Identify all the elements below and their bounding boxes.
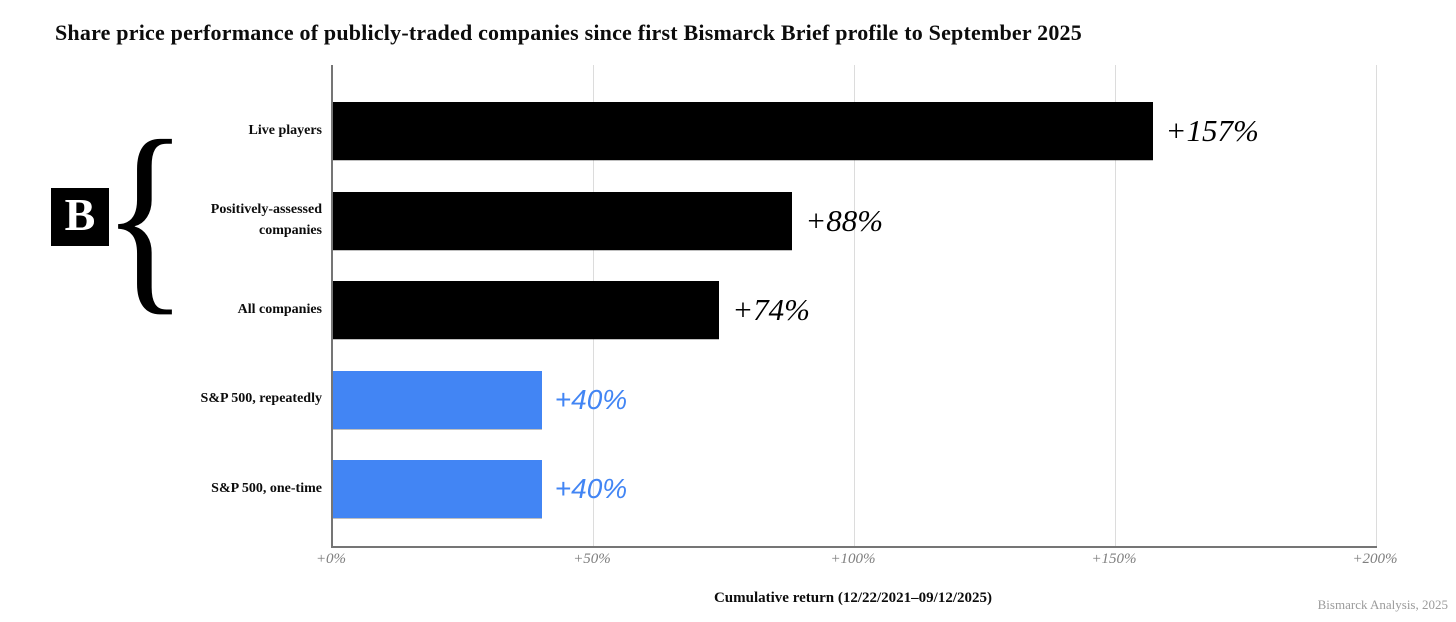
bar-value-label-2: +74% [732,292,811,327]
x-axis-ticks: +0% +50% +100% +150% +200% [316,551,1398,573]
bar-value-label-0: +157% [1165,113,1259,148]
bar-value-label-4: +40% [554,473,628,504]
bar-1 [333,191,793,250]
category-axis: Live players Positively-assessed companie… [167,65,322,546]
x-tick-label-1: +50% [573,551,611,567]
bar-value-label-3: +40% [554,383,628,415]
x-tick-label-2: +100% [830,551,876,567]
category-label-1: Positively-assessed companies [210,202,322,238]
bar-2 [333,281,720,339]
logo-letter: B [64,189,96,240]
x-axis-title: Cumulative return (12/22/2021–09/12/2025… [713,590,993,606]
gridline-4 [1376,65,1377,546]
x-tick-label-0: +0% [315,551,347,567]
x-tick-label-4: +200% [1352,551,1398,567]
category-label-2: All companies [237,301,322,317]
grouping-brace-icon: { [101,97,189,332]
gridline-2 [854,65,855,546]
bar-0 [333,102,1153,160]
plot-area: +157% +88% +74% +40% +40% [331,65,1377,548]
bar-3 [333,370,542,429]
chart-title: Share price performance of publicly-trad… [55,20,1082,45]
x-tick-label-3: +150% [1091,551,1137,567]
bar-value-label-1: +88% [805,202,884,238]
category-label-0: Live players [248,122,323,138]
category-label-4: S&P 500, one-time [211,480,322,496]
gridline-3 [1115,65,1116,546]
bismarck-logo: B [51,188,109,246]
category-label-3: S&P 500, repeatedly [200,391,322,407]
bar-4 [333,460,542,518]
credit-text: Bismarck Analysis, 2025 [1317,597,1448,612]
